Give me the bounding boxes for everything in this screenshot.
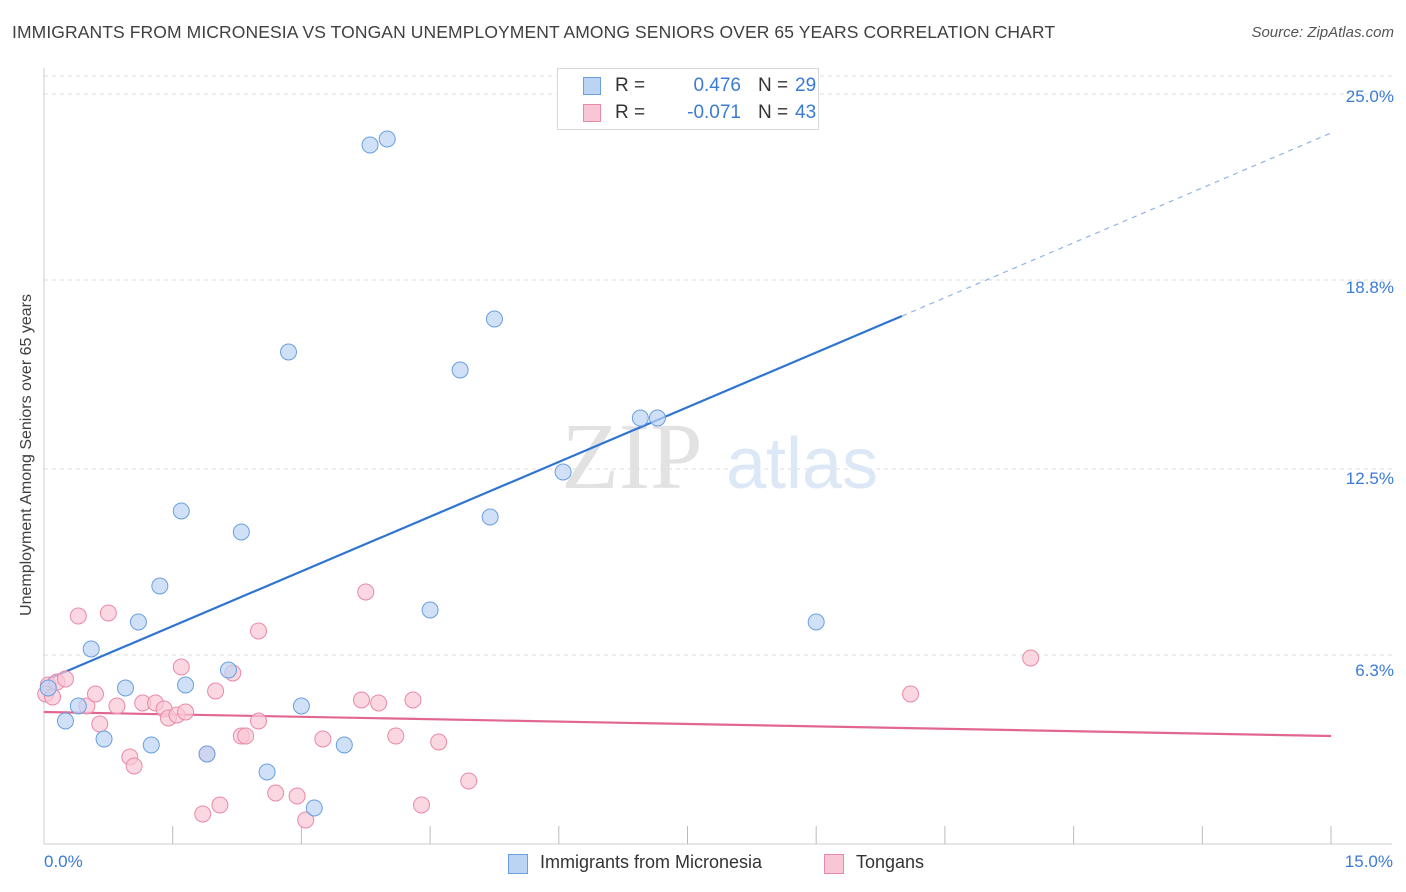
x-tick-label-max: 15.0%	[1344, 852, 1393, 871]
legend-swatch-tongans	[583, 104, 601, 122]
point-micronesia	[82, 640, 100, 658]
bottom-legend-swatch-tongans	[824, 854, 844, 874]
point-tongans	[288, 787, 306, 805]
point-micronesia	[451, 361, 469, 379]
point-tongans	[902, 685, 920, 703]
point-tongans	[108, 697, 126, 715]
point-tongans	[267, 784, 285, 802]
point-tongans	[404, 691, 422, 709]
point-tongans	[250, 622, 267, 640]
point-tongans	[177, 703, 195, 721]
grid	[44, 75, 1392, 656]
point-micronesia	[421, 601, 439, 619]
point-tongans	[352, 691, 370, 709]
watermark: ZIP atlas	[562, 405, 879, 509]
point-micronesia	[485, 310, 503, 328]
point-tongans	[370, 694, 388, 712]
point-tongans	[357, 583, 375, 601]
y-tick-label: 6.3%	[1355, 661, 1394, 680]
point-tongans	[56, 670, 74, 688]
point-tongans	[172, 658, 190, 676]
point-tongans	[207, 682, 225, 700]
bottom-legend-label-tongans: Tongans	[856, 852, 925, 872]
legend-swatch-micronesia	[583, 77, 601, 95]
bottom-legend-swatch-micronesia	[508, 854, 528, 874]
point-tongans	[250, 712, 267, 730]
point-tongans	[86, 685, 104, 703]
x-tick-label-min: 0.0%	[44, 852, 83, 871]
point-tongans	[314, 730, 332, 748]
watermark-atlas: atlas	[726, 424, 878, 504]
point-micronesia	[648, 409, 666, 427]
point-micronesia	[258, 763, 276, 781]
y-tick-label: 25.0%	[1345, 87, 1394, 106]
point-micronesia	[554, 463, 572, 481]
point-tongans	[460, 772, 478, 790]
point-micronesia	[129, 613, 147, 631]
point-micronesia	[69, 697, 87, 715]
point-tongans	[297, 811, 315, 829]
point-tongans	[125, 757, 143, 775]
point-micronesia	[631, 409, 649, 427]
point-micronesia	[361, 136, 379, 154]
point-micronesia	[232, 523, 250, 541]
legend-r-label: R =	[615, 102, 646, 123]
axes	[43, 68, 1392, 845]
legend-r-label: R =	[615, 75, 646, 96]
point-tongans	[99, 604, 117, 622]
point-tongans	[1022, 649, 1040, 667]
point-micronesia	[305, 799, 323, 817]
point-micronesia	[117, 679, 135, 697]
trend-line-micronesia-extension	[901, 132, 1332, 317]
point-tongans	[387, 727, 405, 745]
data-points	[37, 130, 1040, 829]
point-micronesia	[378, 130, 396, 148]
point-tongans	[430, 733, 448, 751]
legend-n-value: 29	[795, 75, 817, 96]
legend-n-value: 43	[795, 102, 817, 123]
point-tongans	[413, 796, 431, 814]
point-micronesia	[151, 577, 169, 595]
point-micronesia	[142, 736, 160, 754]
point-micronesia	[335, 736, 353, 754]
y-tick-label: 18.8%	[1345, 278, 1394, 297]
legend-r-value: 0.476	[693, 75, 741, 96]
correlation-legend: R = 0.476 N = 29 R = -0.071 N = 43	[557, 68, 819, 130]
point-micronesia	[177, 676, 195, 694]
point-tongans	[91, 715, 109, 733]
chart-title: IMMIGRANTS FROM MICRONESIA VS TONGAN UNE…	[12, 22, 1056, 42]
legend-n-label: N =	[758, 102, 789, 123]
legend-r-value: -0.071	[687, 102, 741, 123]
point-micronesia	[292, 697, 310, 715]
point-micronesia	[95, 730, 113, 748]
y-tick-label: 12.5%	[1345, 469, 1394, 488]
point-micronesia	[56, 712, 74, 730]
point-tongans	[194, 805, 212, 823]
trend-line-micronesia	[47, 314, 903, 681]
point-micronesia	[807, 613, 825, 631]
bottom-legend-label-micronesia: Immigrants from Micronesia	[540, 852, 763, 872]
point-tongans	[237, 727, 255, 745]
watermark-zip: ZIP	[562, 405, 703, 509]
point-tongans	[69, 607, 87, 625]
legend-n-label: N =	[758, 75, 789, 96]
point-micronesia	[481, 508, 499, 526]
point-micronesia	[39, 679, 57, 697]
point-micronesia	[172, 502, 190, 520]
point-micronesia	[198, 745, 216, 763]
point-micronesia	[219, 661, 237, 679]
point-micronesia	[280, 343, 298, 361]
source-label: Source: ZipAtlas.com	[1251, 24, 1394, 41]
point-tongans	[211, 796, 229, 814]
